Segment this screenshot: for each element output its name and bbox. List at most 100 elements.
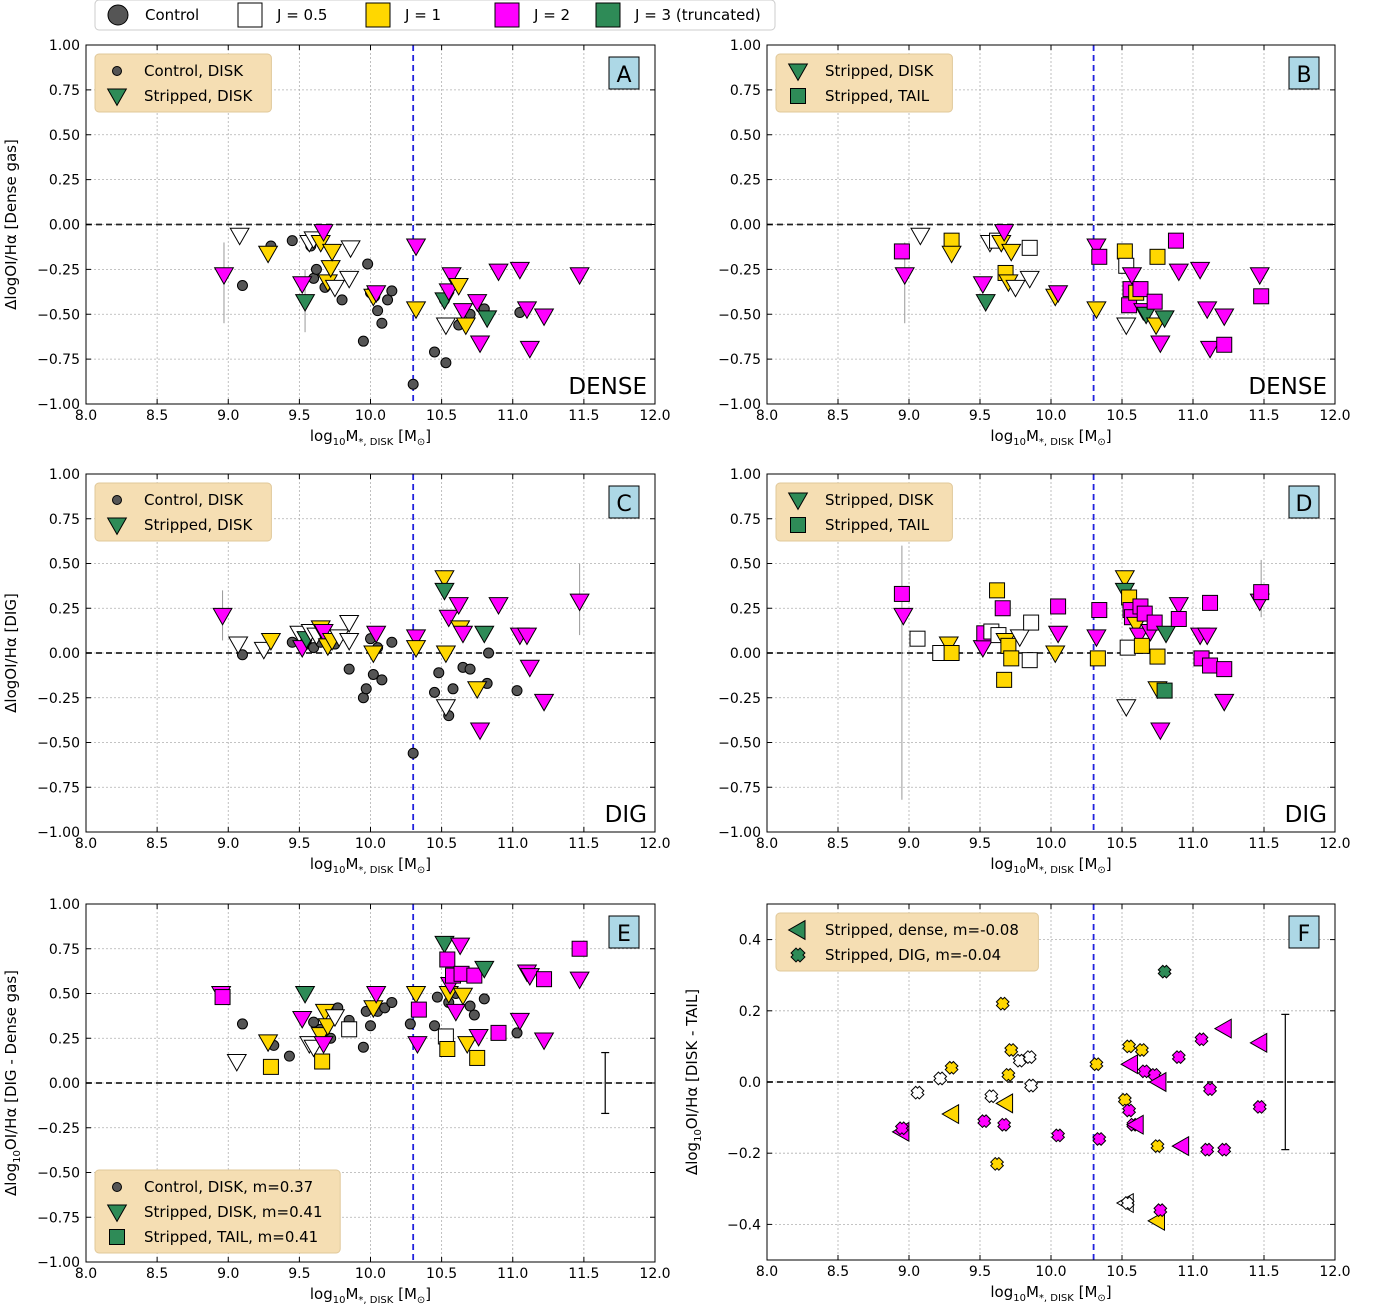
y-tick-label: 0.2 <box>739 1004 761 1020</box>
stripped-point <box>533 1032 555 1051</box>
stripped-point <box>448 278 469 296</box>
stripped-point <box>1249 1032 1268 1054</box>
stripped-point <box>941 1103 960 1125</box>
stripped-point <box>1001 243 1022 262</box>
x-tick-label: 9.5 <box>969 836 991 852</box>
stripped-point <box>1196 627 1218 646</box>
stripped-point <box>1253 288 1270 305</box>
y-tick-label: 0.00 <box>730 646 761 662</box>
legend-box <box>775 53 953 113</box>
stripped-point <box>294 985 316 1004</box>
stripped-point <box>1134 1042 1149 1057</box>
stripped-point <box>569 267 590 286</box>
legend-label: Stripped, TAIL <box>825 516 930 534</box>
x-tick-label: 11.5 <box>568 836 599 852</box>
y-tick-label: 0.75 <box>49 942 80 958</box>
control-point <box>429 686 441 698</box>
control-point <box>362 258 374 270</box>
control-point <box>367 668 379 680</box>
y-tick-label: 0.00 <box>730 218 761 234</box>
legend-label: J = 1 <box>404 6 441 24</box>
stripped-point <box>439 951 456 968</box>
stripped-point <box>1125 1114 1144 1135</box>
legend-marker <box>109 1229 125 1245</box>
legend-marker <box>106 1204 128 1223</box>
stripped-point <box>449 937 471 956</box>
stripped-point <box>292 1011 313 1029</box>
stripped-point <box>1089 1057 1104 1072</box>
stripped-point <box>1217 1142 1232 1157</box>
panel-label: A <box>616 63 631 88</box>
panel-D: 8.0 8.5 9.0 9.5 10.0 10.5 11.0 11.5 12.0 1.00 0.75… <box>718 467 1350 876</box>
data-points <box>213 224 590 390</box>
x-tick-label: 9.5 <box>969 1264 991 1280</box>
stripped-point <box>213 267 235 286</box>
stripped-point <box>435 645 457 664</box>
control-point <box>407 378 419 390</box>
panel-label-box <box>1288 56 1320 90</box>
stripped-point <box>536 971 553 988</box>
y-tick-label: 1.00 <box>730 38 761 54</box>
y-tick-label: −0.75 <box>37 1210 80 1226</box>
control-point <box>308 1016 320 1028</box>
x-tick-label: 12.0 <box>639 836 670 852</box>
stripped-point <box>340 240 361 259</box>
stripped-point <box>405 629 427 648</box>
control-point <box>468 1009 480 1021</box>
stripped-point <box>996 671 1013 688</box>
x-tick-label: 10.5 <box>426 408 457 424</box>
x-tick-label: 8.0 <box>75 408 97 424</box>
stripped-point <box>320 260 341 278</box>
stripped-point <box>1149 648 1166 665</box>
legend-box <box>775 912 1039 972</box>
y-tick-label: −0.25 <box>37 262 80 278</box>
stripped-point <box>324 279 346 298</box>
stripped-point <box>995 1093 1014 1114</box>
stripped-point <box>1200 1142 1215 1157</box>
stripped-point <box>1089 650 1106 667</box>
data-points <box>893 224 1270 359</box>
region-label: DIG <box>605 802 647 828</box>
legend-label: Stripped, DISK, m=0.41 <box>144 1203 323 1221</box>
control-point <box>236 1018 248 1030</box>
stripped-point <box>262 1058 279 1075</box>
stripped-point <box>365 625 387 644</box>
stripped-point <box>338 615 360 633</box>
stripped-point <box>294 294 316 313</box>
x-tick-label: 8.0 <box>756 408 778 424</box>
x-tick-label: 10.5 <box>1106 836 1137 852</box>
stripped-point <box>229 227 250 246</box>
stripped-point <box>452 303 474 322</box>
stripped-point <box>894 1121 909 1136</box>
y-tick-label: −0.25 <box>37 691 80 707</box>
stripped-point <box>363 645 384 664</box>
stripped-point <box>1021 239 1038 256</box>
stripped-point <box>1214 308 1235 327</box>
control-point <box>357 1041 369 1053</box>
stripped-point <box>434 582 455 601</box>
stripped-point <box>1194 1032 1209 1047</box>
data-points <box>893 545 1270 800</box>
stripped-point <box>1003 650 1020 667</box>
stripped-point <box>257 1034 279 1053</box>
x-tick-label: 12.0 <box>639 1266 670 1282</box>
y-tick-label: 1.00 <box>730 467 761 483</box>
x-tick-label: 9.0 <box>898 1264 920 1280</box>
stripped-point <box>441 267 462 286</box>
x-tick-label: 9.5 <box>288 836 310 852</box>
stripped-point <box>1170 610 1187 627</box>
stripped-point <box>509 261 531 280</box>
legend-marker <box>106 517 128 536</box>
y-tick-label: −0.75 <box>718 352 761 368</box>
panel-C: 8.0 8.5 9.0 9.5 10.0 10.5 11.0 11.5 12.0 1.00 0.75… <box>2 467 671 876</box>
stripped-point <box>1086 629 1107 648</box>
stripped-point <box>365 285 387 304</box>
control-point <box>429 1020 441 1032</box>
stripped-point <box>1249 267 1270 286</box>
legend-label: Control, DISK <box>144 491 244 509</box>
x-tick-label: 8.5 <box>146 1266 168 1282</box>
stripped-point <box>941 245 962 264</box>
stripped-point <box>338 270 360 289</box>
legend-label: Stripped, DISK <box>144 516 254 534</box>
stripped-point <box>569 593 590 612</box>
